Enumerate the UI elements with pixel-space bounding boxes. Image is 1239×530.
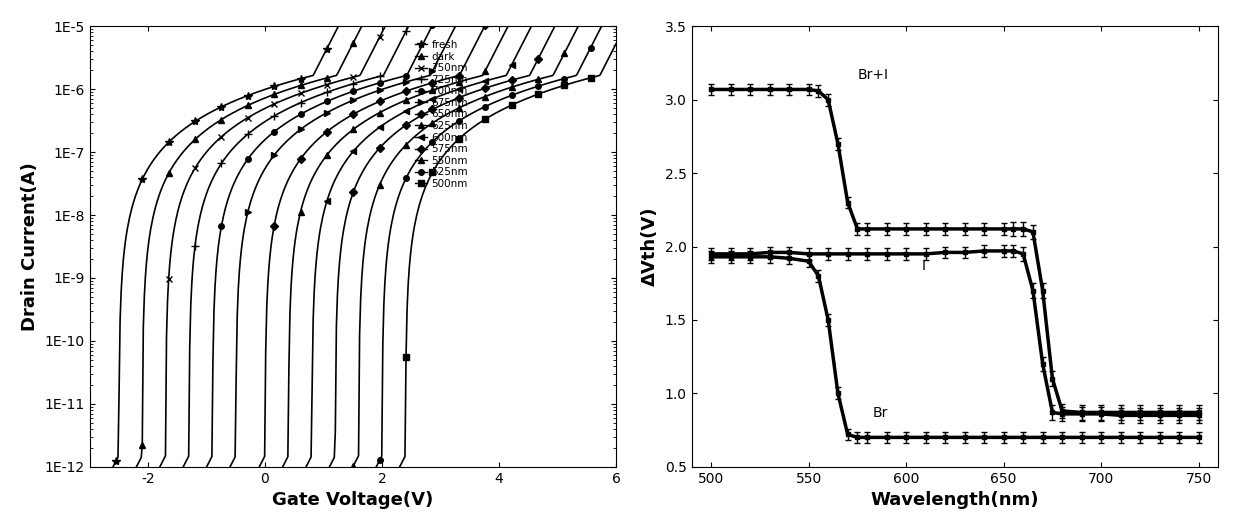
Y-axis label: ΔVth(V): ΔVth(V) [642,207,659,286]
Text: Br+I: Br+I [857,68,888,82]
Legend: fresh, dark, 750nm, 725nm, 700nm, 675nm, 650nm, 625nm, 600nm, 575nm, 550nm, 525n: fresh, dark, 750nm, 725nm, 700nm, 675nm,… [410,36,472,193]
Y-axis label: Drain Current(A): Drain Current(A) [21,162,38,331]
X-axis label: Gate Voltage(V): Gate Voltage(V) [273,491,434,509]
Text: Br: Br [873,406,888,420]
X-axis label: Wavelength(nm): Wavelength(nm) [871,491,1040,509]
Text: I: I [922,259,926,273]
